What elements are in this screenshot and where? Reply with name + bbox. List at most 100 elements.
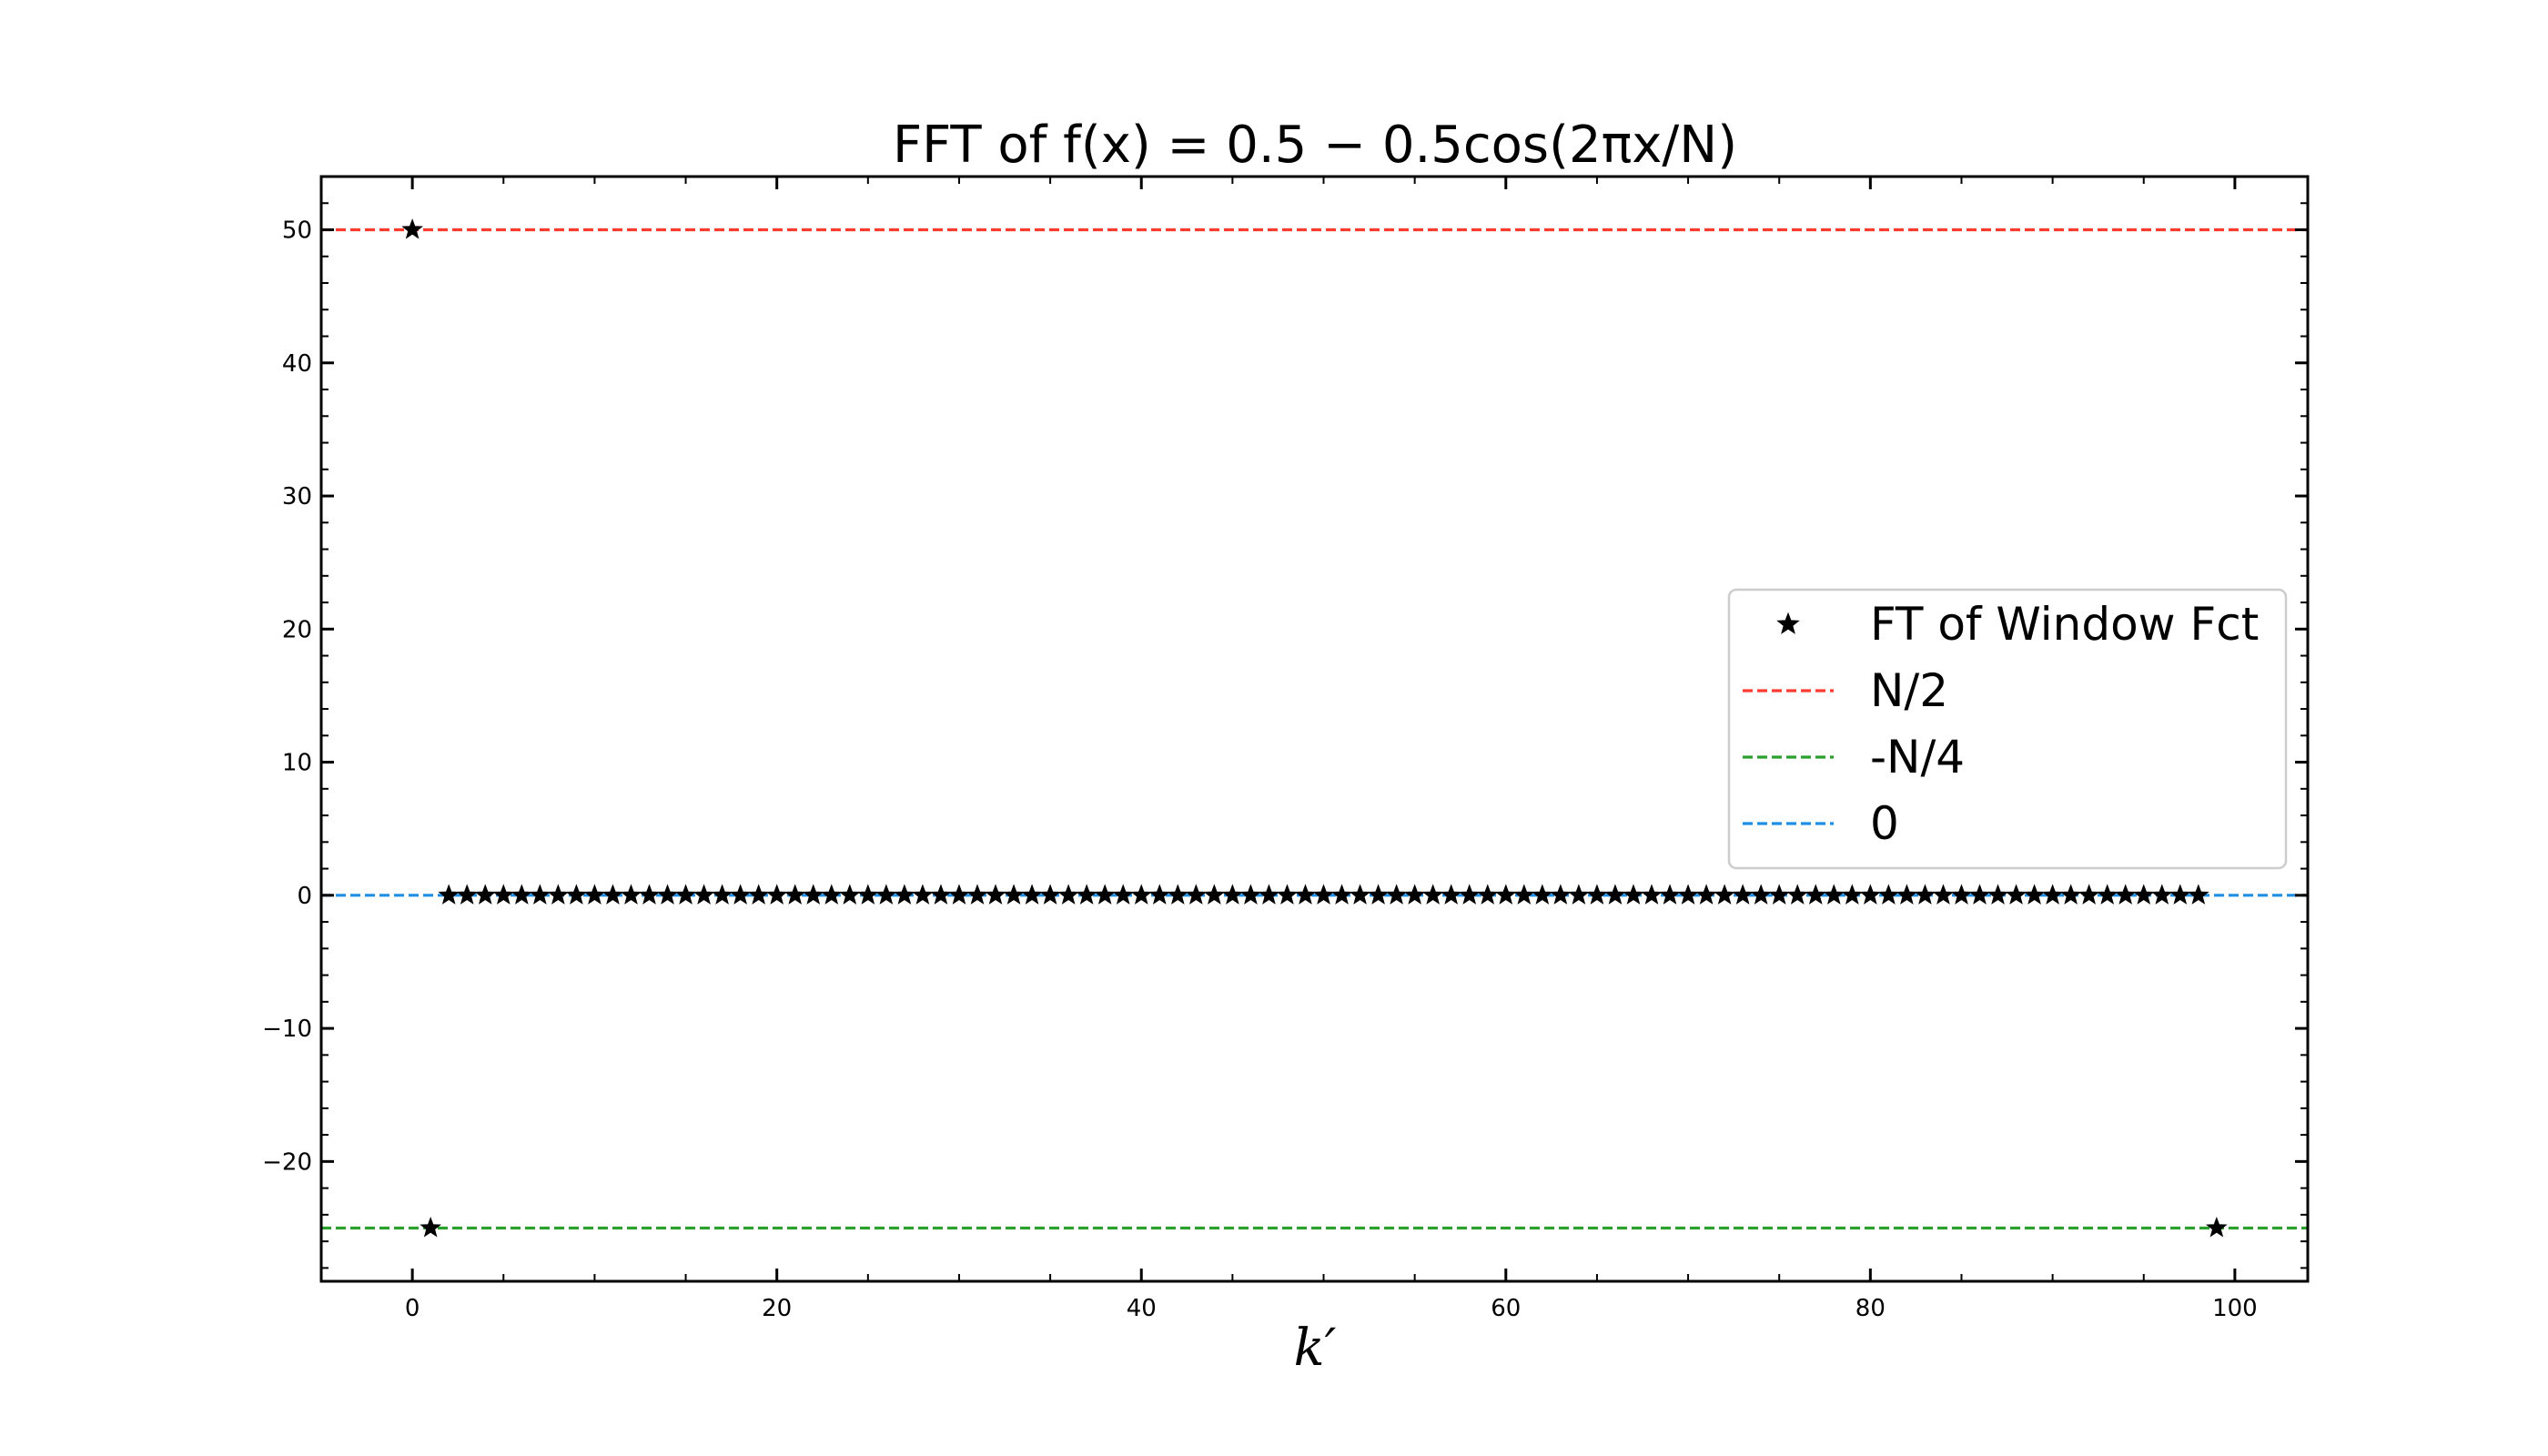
x-tick-label: 100: [2212, 1295, 2258, 1322]
data-point-59: [1476, 884, 1499, 905]
y-tick-label: −20: [262, 1148, 312, 1176]
data-point-8: [547, 884, 570, 905]
data-point-75: [1768, 884, 1791, 905]
data-point-65: [1586, 884, 1608, 905]
data-point-43: [1185, 884, 1208, 905]
data-point-69: [1659, 884, 1681, 905]
data-point-49: [1294, 884, 1317, 905]
data-point-90: [2041, 884, 2064, 905]
data-point-98: [2188, 884, 2209, 905]
x-axis-label: k′: [1294, 1319, 1337, 1378]
data-point-62: [1532, 884, 1553, 905]
data-point-79: [1841, 884, 1864, 905]
data-point-0: [401, 218, 423, 239]
data-point-25: [857, 884, 879, 905]
data-point-93: [2096, 884, 2118, 905]
data-point-89: [2023, 884, 2046, 905]
data-point-47: [1258, 884, 1280, 905]
data-point-58: [1458, 884, 1481, 905]
data-point-74: [1750, 884, 1772, 905]
data-point-1: [420, 1217, 441, 1238]
y-tick-label: 30: [282, 483, 312, 511]
plot-frame: [319, 175, 2310, 1283]
data-point-73: [1732, 884, 1754, 905]
axis-ticks: [320, 176, 2308, 1281]
y-tick-label: 10: [282, 750, 312, 777]
data-point-37: [1076, 884, 1097, 905]
data-point-46: [1239, 884, 1262, 905]
legend-label: N/2: [1870, 664, 1948, 717]
data-point-85: [1950, 884, 1973, 905]
data-point-57: [1440, 884, 1462, 905]
data-point-44: [1203, 884, 1226, 905]
y-tick-label: 0: [297, 883, 312, 910]
data-point-24: [838, 884, 861, 905]
data-point-68: [1641, 884, 1663, 905]
data-point-86: [1968, 884, 1991, 905]
y-tick-label: 20: [282, 616, 312, 643]
data-point-67: [1623, 884, 1644, 905]
data-point-71: [1695, 884, 1717, 905]
data-point-77: [1805, 884, 1827, 905]
data-point-50: [1312, 884, 1335, 905]
data-point-29: [930, 884, 952, 905]
reference-lines: [321, 228, 2308, 1230]
data-point-31: [966, 884, 988, 905]
data-point-6: [511, 884, 533, 905]
chart-title: FFT of f(x) = 0.5 − 0.5cos(2πx/N): [893, 116, 1737, 175]
data-point-80: [1859, 884, 1882, 905]
x-tick-label: 80: [1855, 1295, 1886, 1322]
data-point-39: [1112, 884, 1135, 905]
legend-box: [1727, 588, 2288, 870]
data-point-84: [1932, 884, 1955, 905]
data-point-96: [2150, 884, 2173, 905]
data-point-83: [1914, 884, 1936, 905]
data-point-19: [747, 884, 770, 905]
data-point-92: [2078, 884, 2100, 905]
data-point-18: [729, 884, 752, 905]
data-point-21: [784, 884, 806, 905]
data-point-14: [656, 884, 679, 905]
data-point-51: [1330, 884, 1353, 905]
data-point-60: [1494, 884, 1517, 905]
data-point-20: [765, 884, 788, 905]
data-point-78: [1823, 884, 1845, 905]
legend-star-icon: [1776, 612, 1800, 634]
data-markers: [401, 218, 2228, 1238]
y-tick-labels: −20 −10 0 10 20 30 40 50: [262, 217, 312, 1177]
data-point-15: [674, 884, 697, 905]
data-point-4: [474, 884, 497, 905]
data-point-32: [985, 884, 1006, 905]
data-point-56: [1421, 884, 1444, 905]
data-point-72: [1714, 884, 1735, 905]
y-tick-label: −10: [262, 1016, 312, 1043]
x-tick-label: 60: [1491, 1295, 1521, 1322]
data-point-5: [492, 884, 515, 905]
data-point-63: [1550, 884, 1572, 905]
data-point-22: [802, 884, 824, 905]
data-point-88: [2005, 884, 2027, 905]
data-point-91: [2059, 884, 2082, 905]
data-point-28: [912, 884, 934, 905]
data-point-17: [711, 884, 733, 905]
x-tick-label: 40: [1127, 1295, 1157, 1322]
data-point-12: [620, 884, 642, 905]
data-point-82: [1896, 884, 1918, 905]
data-point-35: [1039, 884, 1061, 905]
data-point-64: [1568, 884, 1590, 905]
y-tick-label: 40: [282, 350, 312, 378]
data-point-34: [1021, 884, 1043, 905]
data-point-81: [1877, 884, 1900, 905]
data-point-48: [1276, 884, 1299, 905]
data-point-97: [2169, 884, 2191, 905]
x-tick-label: 0: [405, 1295, 420, 1322]
data-point-45: [1221, 884, 1244, 905]
data-point-23: [820, 884, 843, 905]
data-point-76: [1786, 884, 1809, 905]
data-point-95: [2132, 884, 2155, 905]
legend-label: 0: [1870, 797, 1899, 850]
data-point-70: [1677, 884, 1699, 905]
data-point-30: [948, 884, 970, 905]
data-point-36: [1057, 884, 1079, 905]
